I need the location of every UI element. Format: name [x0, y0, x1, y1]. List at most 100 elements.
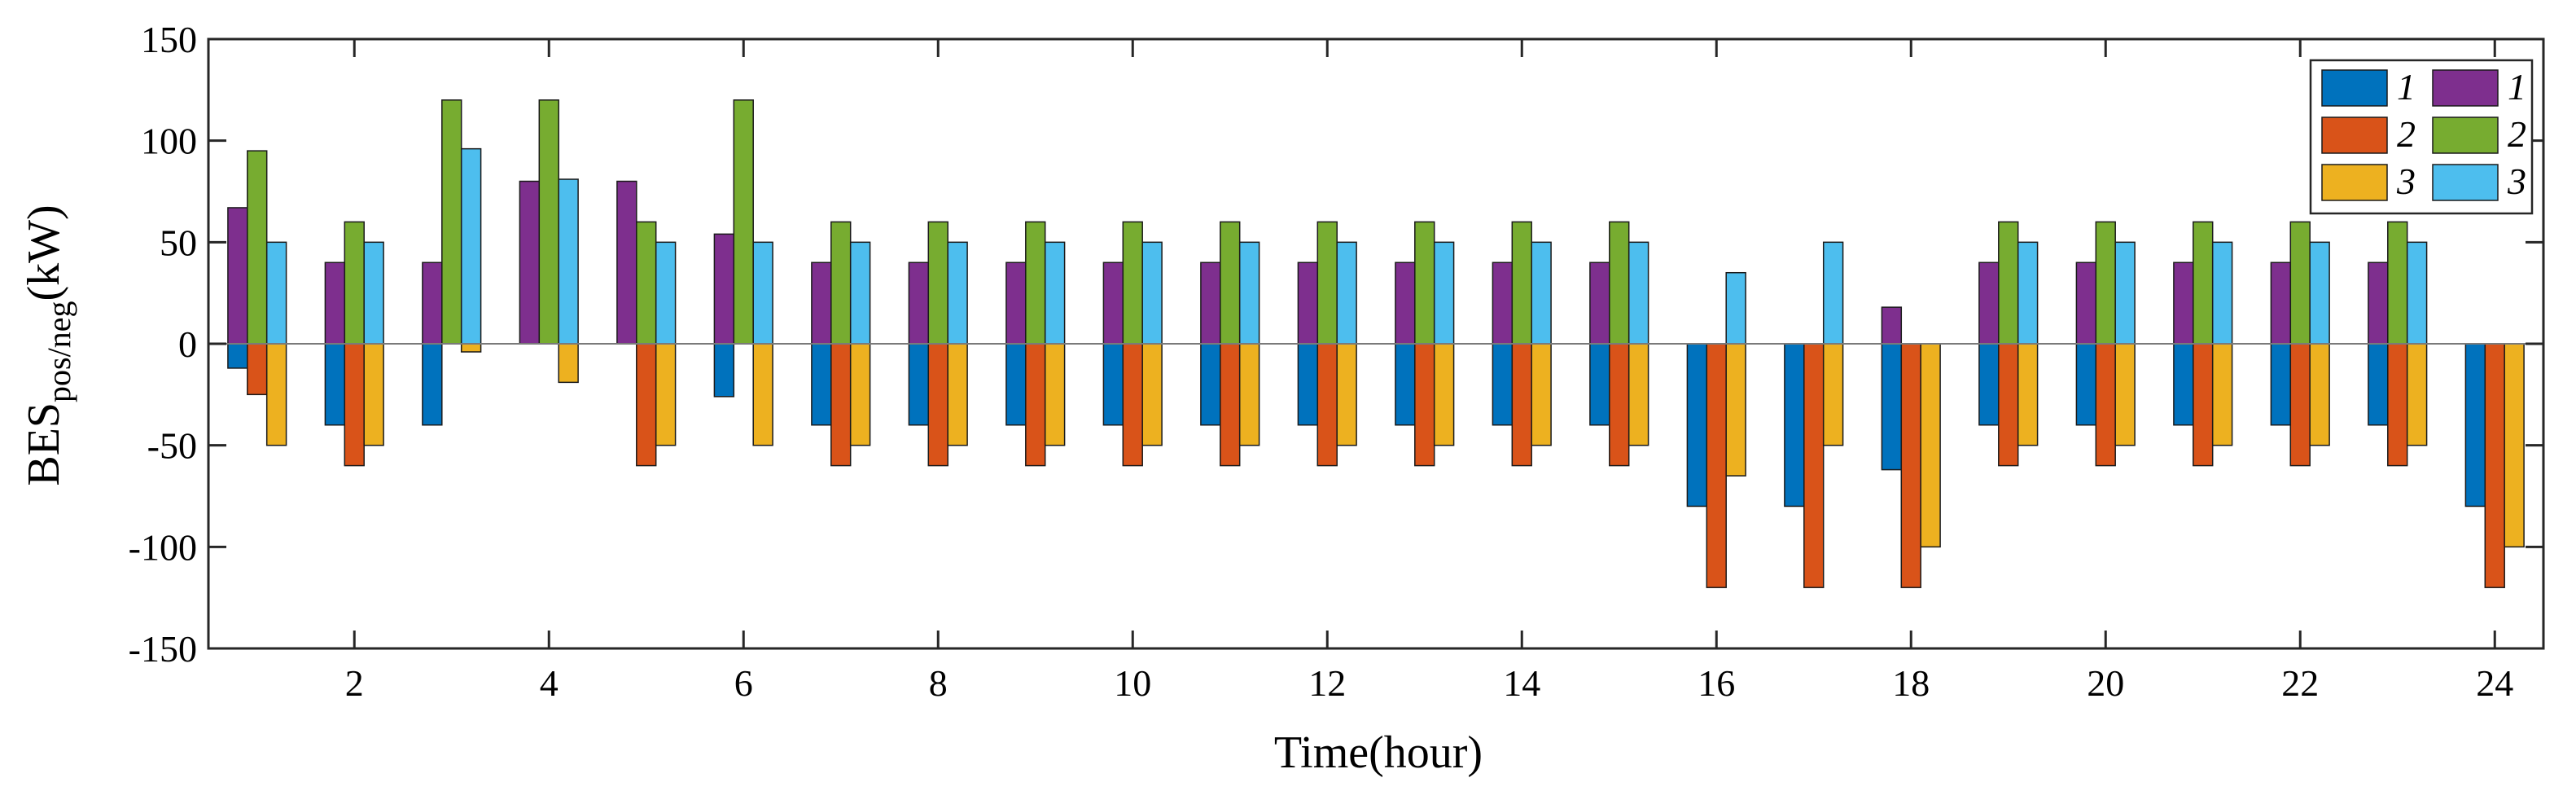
bar-series5-hour1 [265, 241, 287, 345]
y-tick-label: 50 [160, 222, 197, 263]
bar-series1-hour12 [1316, 343, 1338, 467]
bar-series3-hour3 [422, 261, 443, 345]
bar-series3-hour7 [811, 261, 832, 345]
bar-series5-hour21 [2211, 241, 2233, 345]
bar-series5-hour16 [1725, 271, 1746, 345]
x-tick-label: 10 [1114, 662, 1151, 704]
x-tick-label: 14 [1503, 662, 1540, 704]
bar-series2-hour20 [2114, 343, 2136, 446]
bar-series2-hour14 [1531, 343, 1552, 446]
bar-series4-hour15 [1609, 221, 1630, 345]
bar-series1-hour8 [927, 343, 948, 467]
bar-series4-hour10 [1122, 221, 1143, 345]
bar-series5-hour19 [2017, 241, 2039, 345]
bar-series5-hour12 [1336, 241, 1357, 345]
bar-series2-hour6 [752, 343, 773, 446]
bar-series4-hour6 [733, 99, 754, 345]
bar-series1-hour7 [830, 343, 852, 467]
x-axis-label: Time(hour) [1274, 727, 1483, 778]
bar-series5-hour7 [849, 241, 871, 345]
bar-series3-hour8 [908, 261, 930, 345]
bar-series0-hour21 [2173, 343, 2194, 426]
bar-series3-hour19 [1978, 261, 2000, 345]
legend-swatch [2432, 116, 2499, 154]
bar-series0-hour18 [1881, 343, 1903, 471]
bar-series0-hour7 [811, 343, 832, 426]
legend-swatch [2321, 69, 2388, 107]
bar-series1-hour14 [1511, 343, 1532, 467]
y-axis-label-subscript: pos/neg [41, 301, 77, 402]
bar-series0-hour20 [2075, 343, 2097, 426]
bar-series1-hour19 [1998, 343, 2019, 467]
bar-series3-hour20 [2075, 261, 2097, 345]
bar-series1-hour22 [2289, 343, 2311, 467]
bar-series1-hour2 [344, 343, 365, 467]
bar-series1-hour21 [2193, 343, 2214, 467]
y-axis-label: BESpos/neg(kW) [19, 204, 77, 486]
bar-series5-hour20 [2114, 241, 2136, 345]
bar-series1-hour16 [1706, 343, 1727, 588]
bar-series2-hour10 [1141, 343, 1163, 446]
x-tick-label: 24 [2476, 662, 2513, 704]
bar-series3-hour13 [1395, 261, 1416, 345]
bar-series4-hour5 [636, 221, 657, 345]
bar-series0-hour9 [1005, 343, 1027, 426]
bar-series0-hour8 [908, 343, 930, 426]
x-tick-label: 2 [345, 662, 364, 704]
bar-series2-hour22 [2309, 343, 2330, 446]
bar-series0-hour24 [2464, 343, 2486, 508]
bar-series4-hour21 [2193, 221, 2214, 345]
bar-series4-hour22 [2289, 221, 2311, 345]
legend-label: 2 [2508, 113, 2526, 155]
bar-series0-hour14 [1492, 343, 1514, 426]
bar-series5-hour2 [363, 241, 384, 345]
bar-series2-hour23 [2406, 343, 2428, 446]
bar-series4-hour13 [1414, 221, 1435, 345]
plot-area [227, 99, 2525, 588]
bar-series5-hour10 [1141, 241, 1163, 345]
legend-label: 1 [2508, 66, 2526, 108]
bar-series3-hour21 [2173, 261, 2194, 345]
bar-series2-hour19 [2017, 343, 2039, 446]
bar-series4-hour2 [344, 221, 365, 345]
x-tick-label: 16 [1698, 662, 1735, 704]
bar-series3-hour5 [616, 180, 637, 345]
bar-series2-hour12 [1336, 343, 1357, 446]
bar-series0-hour10 [1102, 343, 1124, 426]
bar-series3-hour1 [227, 207, 248, 345]
bar-series3-hour18 [1881, 306, 1903, 345]
x-tick-label: 22 [2281, 662, 2319, 704]
bar-series4-hour3 [441, 99, 462, 345]
bar-series0-hour13 [1395, 343, 1416, 426]
y-axis-label-unit: (kW) [19, 204, 69, 301]
legend-label: 1 [2397, 66, 2416, 108]
bar-series5-hour9 [1044, 241, 1066, 345]
bar-series4-hour12 [1316, 221, 1338, 345]
bar-series4-hour14 [1511, 221, 1532, 345]
bar-series1-hour23 [2387, 343, 2408, 467]
bar-series2-hour2 [363, 343, 384, 446]
bar-series0-hour12 [1297, 343, 1319, 426]
x-tick-label: 4 [540, 662, 559, 704]
bar-series5-hour6 [752, 241, 773, 345]
bar-series3-hour6 [713, 233, 735, 345]
bar-series2-hour13 [1433, 343, 1455, 446]
bar-series2-hour15 [1628, 343, 1649, 446]
bar-series5-hour5 [655, 241, 677, 345]
y-tick-label: -150 [129, 628, 197, 670]
bar-series0-hour16 [1686, 343, 1708, 508]
bar-series3-hour15 [1589, 261, 1610, 345]
bar-series2-hour3 [460, 343, 482, 353]
bar-series1-hour13 [1414, 343, 1435, 467]
x-tick-label: 12 [1308, 662, 1346, 704]
bar-series2-hour18 [1920, 343, 1941, 548]
bar-series2-hour11 [1238, 343, 1260, 446]
legend-label: 3 [2507, 160, 2526, 202]
bar-series2-hour8 [947, 343, 968, 446]
bar-series2-hour5 [655, 343, 677, 446]
bar-series5-hour8 [947, 241, 968, 345]
bar-series1-hour20 [2095, 343, 2116, 467]
y-tick-label: -100 [129, 526, 197, 568]
